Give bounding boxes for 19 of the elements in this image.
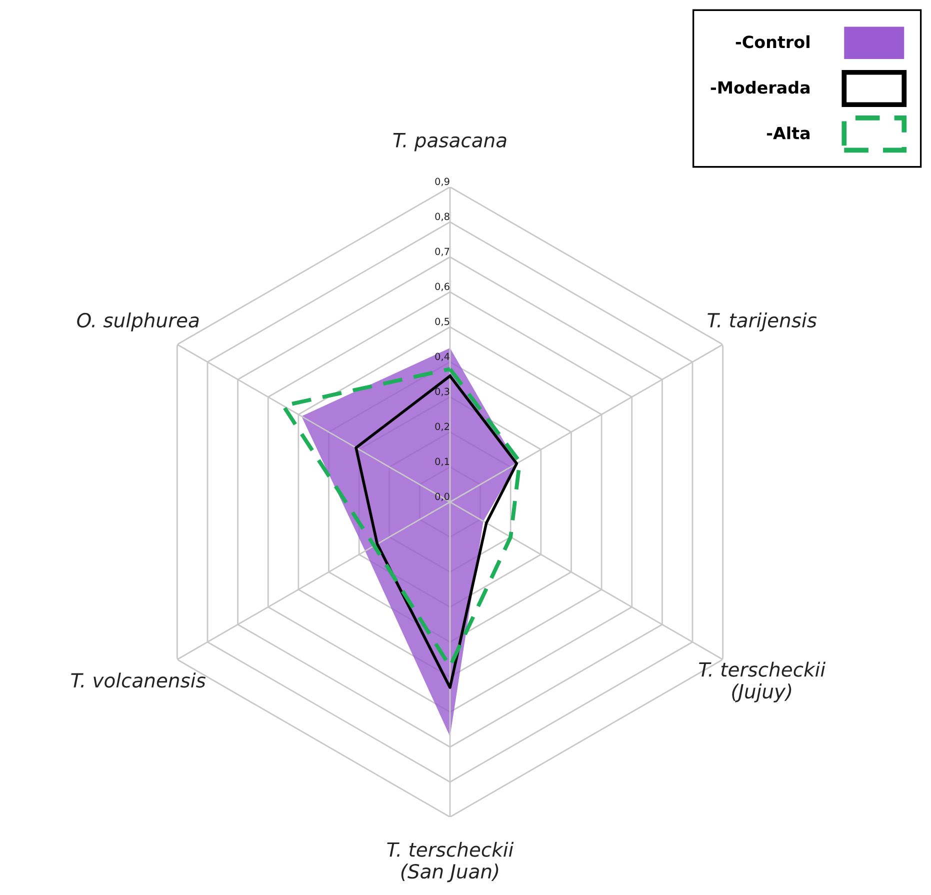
y-tick-label: 0,1 (435, 458, 450, 466)
y-tick-label: 0,8 (435, 212, 450, 222)
spoke-label: O. sulphurea (77, 312, 199, 332)
y-tick-label: 0,3 (435, 388, 450, 396)
y-tick-label: 0,6 (435, 282, 450, 292)
legend-label: -Control (736, 35, 810, 48)
y-tick-label: 0,0 (435, 492, 450, 502)
legend-label: -Moderada (710, 80, 810, 94)
spoke-label: T. terscheckii (Jujuy) (699, 662, 826, 702)
spoke-label: T. volcanensis (71, 672, 206, 688)
y-tick-label: 0,2 (435, 422, 450, 432)
spoke-label: T. terscheckii (San Juan) (387, 842, 514, 882)
spoke-label: T. pasacana (393, 133, 506, 152)
y-tick-label: 0,5 (435, 318, 450, 326)
y-tick-label: 0,7 (435, 248, 450, 256)
y-tick-label: 0,4 (435, 352, 450, 362)
spoke-label: T. tarijensis (708, 312, 817, 332)
legend-label: -Alta (766, 126, 810, 140)
y-tick-label: 0,9 (435, 178, 450, 186)
